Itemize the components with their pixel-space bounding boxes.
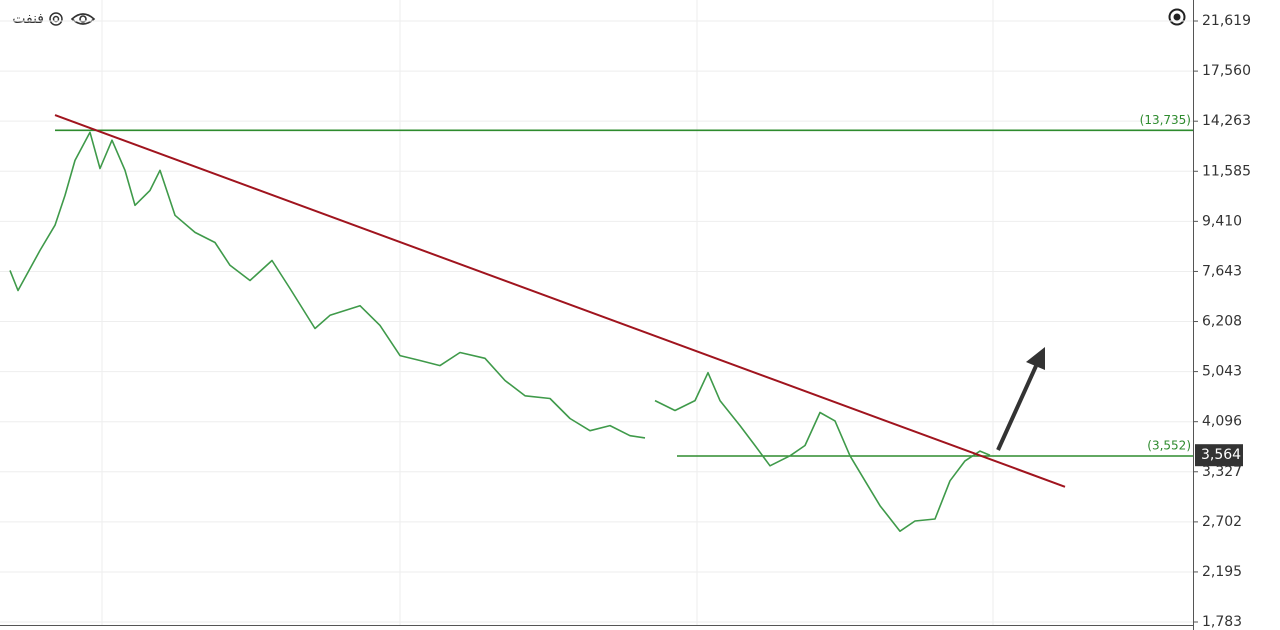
y-tick-label: 5,043 (1202, 364, 1242, 380)
y-tick-label: 7,643 (1202, 263, 1242, 279)
y-tick-label: 1,783 (1202, 614, 1242, 630)
last-price-label: 3,564 (1201, 447, 1241, 463)
y-tick-label: 2,195 (1202, 564, 1242, 580)
time-grid (101, 0, 994, 625)
y-tick-label: 14,263 (1202, 113, 1251, 129)
level-label: (13,735) (1140, 113, 1191, 127)
y-tick-label: 2,702 (1202, 514, 1242, 530)
trend-line (54, 114, 1066, 488)
arrow (996, 347, 1045, 451)
y-tick-label: 4,096 (1202, 414, 1242, 430)
price-line (9, 131, 991, 532)
y-tick-label: 3,327 (1202, 464, 1242, 480)
chart-title: فنفت (12, 11, 44, 27)
target-icon[interactable] (1168, 8, 1186, 26)
y-tick-label: 9,410 (1202, 213, 1242, 229)
last-price-box (1195, 444, 1243, 467)
y-tick-label: 21,619 (1202, 13, 1251, 29)
y-tick-label: 11,585 (1202, 163, 1251, 179)
y-tick-label: 6,208 (1202, 314, 1242, 330)
level-label: (3,552) (1147, 439, 1191, 453)
y-tick-label: 17,560 (1202, 63, 1251, 79)
eye-icon[interactable] (70, 13, 96, 25)
plot: 21,619 17,560 14,263 11,585 9,410 7,643 6,208 5… (0, 13, 1251, 630)
